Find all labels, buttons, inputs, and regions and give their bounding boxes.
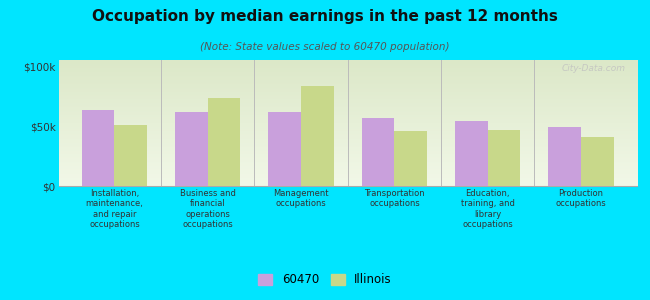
- Text: City-Data.com: City-Data.com: [562, 64, 625, 73]
- Bar: [268, 112, 301, 186]
- Bar: [455, 121, 488, 186]
- Text: Occupation by median earnings in the past 12 months: Occupation by median earnings in the pas…: [92, 9, 558, 24]
- Bar: [208, 98, 240, 186]
- Bar: [175, 112, 208, 186]
- Bar: [581, 137, 614, 186]
- Legend: 60470, Illinois: 60470, Illinois: [254, 269, 396, 291]
- Bar: [488, 130, 521, 186]
- Bar: [549, 127, 581, 186]
- Bar: [82, 110, 114, 186]
- Bar: [362, 118, 395, 186]
- Bar: [395, 131, 427, 186]
- Text: (Note: State values scaled to 60470 population): (Note: State values scaled to 60470 popu…: [200, 42, 450, 52]
- Bar: [114, 125, 147, 186]
- Bar: [301, 86, 333, 186]
